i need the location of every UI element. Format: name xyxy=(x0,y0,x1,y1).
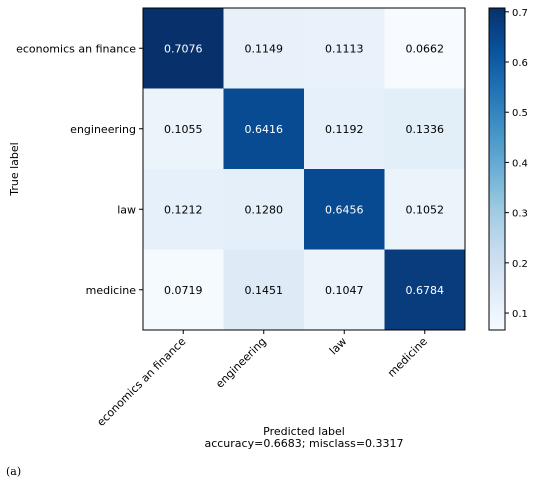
plot-frame xyxy=(142,7,466,331)
cell-value-label: 0.6416 xyxy=(245,123,284,136)
cell-value-label: 0.1212 xyxy=(164,203,203,216)
cell-value-label: 0.0662 xyxy=(406,42,445,55)
heatmap-cell xyxy=(223,249,305,331)
colorbar-tick-label: 0.1 xyxy=(512,309,528,320)
x-tick-label: law xyxy=(327,335,349,357)
cell-value-label: 0.0719 xyxy=(164,284,203,297)
cell-value-label: 0.6456 xyxy=(325,203,364,216)
colorbar-ticks: 0.1 0.2 0.3 0.4 0.5 0.6 0.7 xyxy=(505,8,528,320)
heatmap-cells xyxy=(143,8,466,331)
y-tick-label: medicine xyxy=(86,284,137,297)
accuracy-summary: accuracy=0.6683; misclass=0.3317 xyxy=(204,437,403,450)
cell-value-label: 0.1280 xyxy=(245,203,284,216)
heatmap-cell xyxy=(384,169,466,250)
colorbar-tick-label: 0.7 xyxy=(512,8,528,19)
x-tick-label: medicine xyxy=(385,335,430,380)
cell-value-label: 0.1192 xyxy=(325,123,364,136)
y-axis-ticks: economics an finance engineering law medici… xyxy=(16,42,143,297)
cell-value-label: 0.6784 xyxy=(406,284,445,297)
x-axis-label: Predicted label xyxy=(263,425,345,438)
y-axis-label: True label xyxy=(8,142,21,196)
y-tick-label: law xyxy=(117,203,136,216)
heatmap-cell xyxy=(143,249,224,331)
heatmap-cell xyxy=(143,8,224,89)
heatmap-cell xyxy=(304,8,385,89)
heatmap-cell-labels: 0.7076 0.1149 0.1113 0.0662 0.1055 0.6416 0.11… xyxy=(164,42,444,297)
heatmap-cell xyxy=(223,88,305,170)
heatmap-cell xyxy=(384,8,466,89)
colorbar-tick-label: 0.2 xyxy=(512,259,528,270)
x-axis-ticks: economics an finance engineering law medici… xyxy=(94,330,430,429)
cell-value-label: 0.1047 xyxy=(325,284,364,297)
cell-value-label: 0.1113 xyxy=(325,42,364,55)
heatmap-cell xyxy=(304,169,385,250)
cell-value-label: 0.7076 xyxy=(164,42,203,55)
heatmap-cell xyxy=(143,88,224,170)
colorbar-tick-label: 0.5 xyxy=(512,108,528,119)
y-tick-label: engineering xyxy=(70,123,136,136)
figure-caption: (a) xyxy=(6,465,21,478)
x-tick-label: economics an finance xyxy=(94,335,188,429)
cell-value-label: 0.1052 xyxy=(406,203,445,216)
heatmap-cell xyxy=(304,88,385,170)
cell-value-label: 0.1336 xyxy=(406,123,445,136)
x-tick-label: engineering xyxy=(213,335,269,391)
heatmap-cell xyxy=(143,169,224,250)
cell-value-label: 0.1149 xyxy=(245,42,284,55)
heatmap-cell xyxy=(223,8,305,89)
heatmap-cell xyxy=(384,249,466,331)
colorbar-tick-label: 0.4 xyxy=(512,158,528,169)
colorbar-tick-label: 0.3 xyxy=(512,209,528,220)
cell-value-label: 0.1451 xyxy=(245,284,284,297)
colorbar-tick-label: 0.6 xyxy=(512,58,528,69)
colorbar xyxy=(488,7,506,331)
heatmap-cell xyxy=(304,249,385,331)
heatmap-cell xyxy=(384,88,466,170)
heatmap-cell xyxy=(223,169,305,250)
cell-value-label: 0.1055 xyxy=(164,123,203,136)
y-tick-label: economics an finance xyxy=(16,42,136,55)
